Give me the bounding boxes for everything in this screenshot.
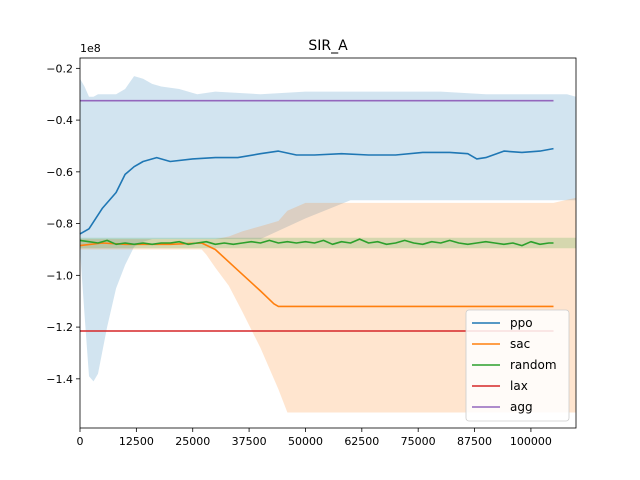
y-tick-label: −0.2 xyxy=(46,62,73,75)
line-sac xyxy=(79,242,554,308)
legend-box xyxy=(465,309,570,422)
x-tick-label: 87500 xyxy=(457,435,492,448)
y-tick-label: −0.4 xyxy=(46,114,73,127)
x-tick-label: 100000 xyxy=(510,435,552,448)
y-scale-label: 1e8 xyxy=(80,42,101,55)
band-sac xyxy=(80,197,576,413)
x-tick-label: 62500 xyxy=(344,435,379,448)
y-tick-label: −1.0 xyxy=(46,269,73,282)
legend-label-agg: agg xyxy=(510,400,533,414)
axes-frame xyxy=(79,57,577,429)
legend-label-lax: lax xyxy=(510,379,528,393)
x-tick-label: 0 xyxy=(77,435,84,448)
series-lines xyxy=(79,99,554,332)
y-tick-label: −0.6 xyxy=(46,166,73,179)
x-tick-label: 12500 xyxy=(119,435,154,448)
x-axis: 0 12500 25000 37500 50000 62500 75000 87500 1000… xyxy=(77,428,552,448)
line-ppo xyxy=(79,147,554,235)
y-tick-label: −0.8 xyxy=(46,218,73,231)
y-tick-label: −1.2 xyxy=(46,321,73,334)
x-tick-label: 25000 xyxy=(175,435,210,448)
legend: ppo sac random lax agg xyxy=(465,309,570,422)
legend-label-sac: sac xyxy=(510,337,530,351)
legend-label-ppo: ppo xyxy=(510,316,533,330)
x-tick-label: 75000 xyxy=(401,435,436,448)
line-random xyxy=(79,238,554,247)
y-axis: −0.2 −0.4 −0.6 −0.8 −1.0 −1.2 −1.4 xyxy=(46,62,80,386)
chart-title: SIR_A xyxy=(308,38,348,54)
y-tick-label: −1.4 xyxy=(46,373,73,386)
x-tick-label: 50000 xyxy=(288,435,323,448)
legend-label-random: random xyxy=(510,358,557,372)
x-tick-label: 37500 xyxy=(232,435,267,448)
